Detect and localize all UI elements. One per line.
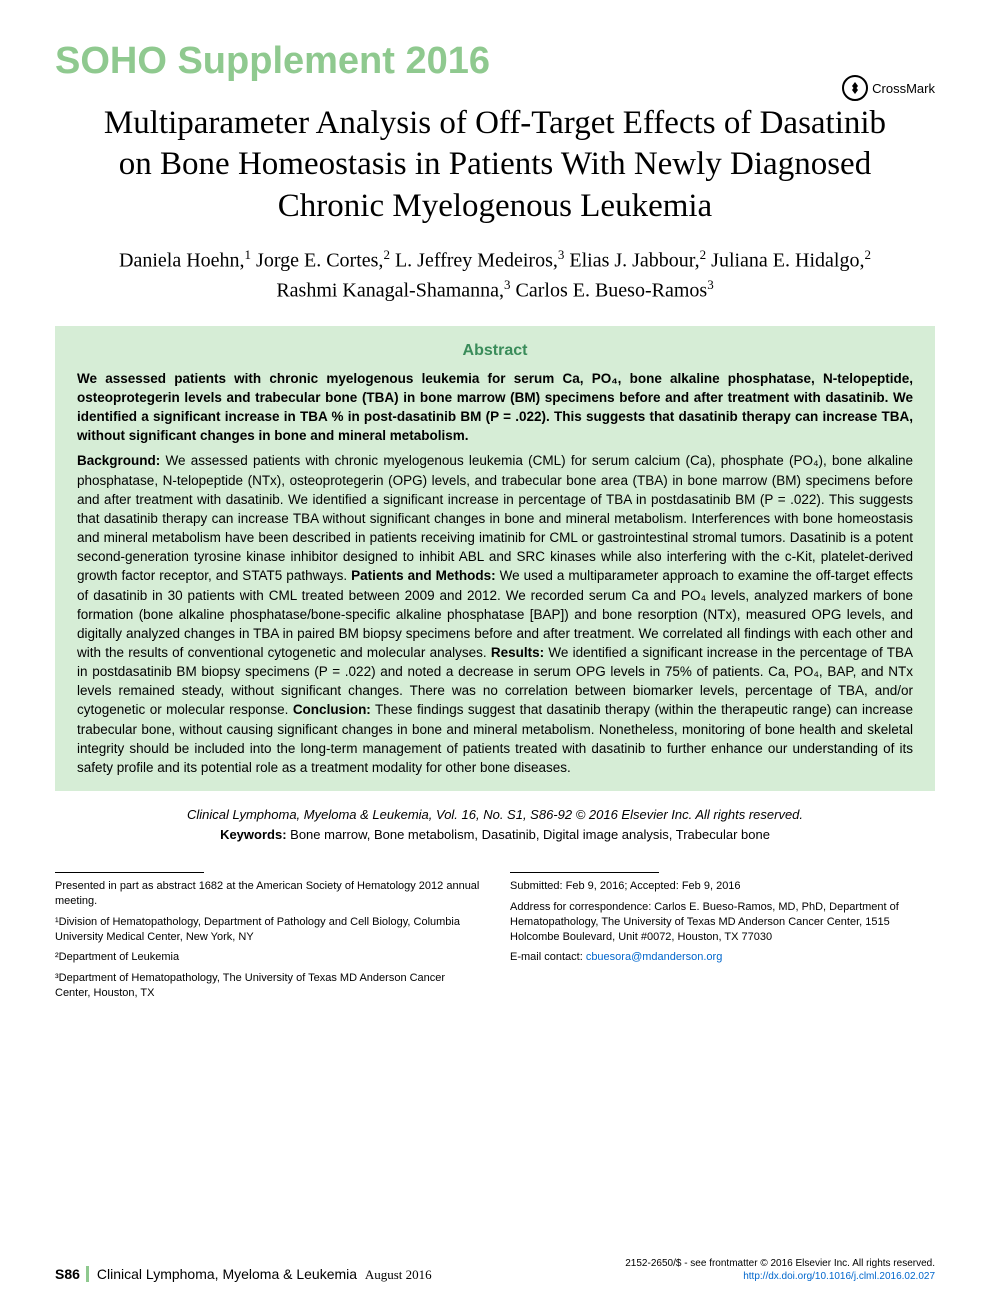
- affiliation-2: ²Department of Leukemia: [55, 950, 480, 965]
- page-footer-left: S86 Clinical Lymphoma, Myeloma & Leukemi…: [55, 1266, 432, 1283]
- issue-date: August 2016: [365, 1267, 432, 1282]
- footnote-left-col: Presented in part as abstract 1682 at th…: [55, 872, 480, 1007]
- crossmark-badge[interactable]: CrossMark: [842, 75, 935, 101]
- results-label: Results:: [491, 645, 544, 660]
- abstract-summary: We assessed patients with chronic myelog…: [77, 369, 913, 446]
- page-footer-right: 2152-2650/$ - see frontmatter © 2016 Els…: [625, 1257, 935, 1283]
- abstract-box: Abstract We assessed patients with chron…: [55, 326, 935, 791]
- journal-name: Clinical Lymphoma, Myeloma & Leukemia Au…: [97, 1266, 432, 1283]
- citation-block: Clinical Lymphoma, Myeloma & Leukemia, V…: [95, 805, 895, 844]
- email-line: E-mail contact: cbuesora@mdanderson.org: [510, 950, 935, 965]
- conclusion-label: Conclusion:: [293, 702, 371, 717]
- crossmark-icon: [842, 75, 868, 101]
- submission-dates: Submitted: Feb 9, 2016; Accepted: Feb 9,…: [510, 879, 935, 894]
- background-label: Background:: [77, 453, 160, 468]
- supplement-banner: SOHO Supplement 2016: [55, 40, 935, 83]
- background-text: We assessed patients with chronic myelog…: [77, 453, 913, 583]
- journal-title-text: Clinical Lymphoma, Myeloma & Leukemia: [97, 1266, 357, 1282]
- author-list: Daniela Hoehn,1 Jorge E. Cortes,2 L. Jef…: [115, 245, 875, 306]
- email-label: E-mail contact:: [510, 951, 586, 963]
- keywords-label: Keywords:: [220, 827, 286, 842]
- page-number: S86: [55, 1266, 89, 1282]
- journal-citation: Clinical Lymphoma, Myeloma & Leukemia, V…: [95, 805, 895, 825]
- presented-note: Presented in part as abstract 1682 at th…: [55, 879, 480, 909]
- footnote-columns: Presented in part as abstract 1682 at th…: [55, 872, 935, 1007]
- doi-link[interactable]: http://dx.doi.org/10.1016/j.clml.2016.02…: [743, 1271, 935, 1282]
- issn-line: 2152-2650/$ - see frontmatter © 2016 Els…: [625, 1257, 935, 1270]
- affiliation-3: ³Department of Hematopathology, The Univ…: [55, 971, 480, 1001]
- article-title: Multiparameter Analysis of Off-Target Ef…: [85, 103, 905, 227]
- footnote-rule: [55, 872, 204, 873]
- page-footer: S86 Clinical Lymphoma, Myeloma & Leukemi…: [55, 1257, 935, 1283]
- keywords-text: Bone marrow, Bone metabolism, Dasatinib,…: [287, 827, 770, 842]
- abstract-heading: Abstract: [77, 340, 913, 363]
- footnote-right-col: Submitted: Feb 9, 2016; Accepted: Feb 9,…: [510, 872, 935, 1007]
- crossmark-label: CrossMark: [872, 81, 935, 96]
- affiliation-1: ¹Division of Hematopathology, Department…: [55, 915, 480, 945]
- methods-label: Patients and Methods:: [351, 568, 496, 583]
- correspondence-address: Address for correspondence: Carlos E. Bu…: [510, 900, 935, 945]
- correspondence-email-link[interactable]: cbuesora@mdanderson.org: [586, 951, 723, 963]
- footnote-rule: [510, 872, 659, 873]
- abstract-body: Background: We assessed patients with ch…: [77, 451, 913, 777]
